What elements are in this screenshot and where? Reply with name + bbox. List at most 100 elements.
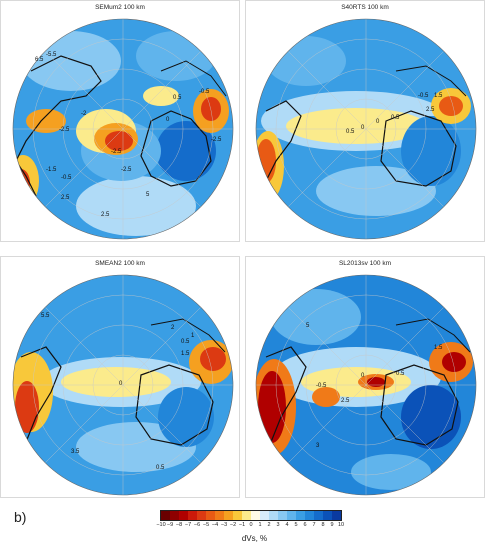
colorbar-cell [332,511,341,520]
anomaly-hot [439,96,463,116]
panel-title: SMEAN2 100 km [95,260,145,267]
anomaly-pale [143,86,179,106]
contour-label: -0.5 [418,93,429,99]
contour-label: 0 [361,125,365,131]
map-panel-semum2: SEMum2 100 km [0,0,240,242]
colorbar-tick-label: 3 [276,522,280,528]
coastline [150,318,226,353]
contour-label: -2 [81,111,87,117]
anomaly-light [136,31,216,81]
colorbar-tick-label: −3 [220,522,228,528]
coastline [140,110,212,187]
colorbar-cell [179,511,188,520]
contour-label: -0.5 [316,383,327,389]
colorbar-cell [206,511,215,520]
colorbar-tick-label: 5 [294,522,298,528]
contour-label: 2.5 [61,195,70,201]
colorbar-tick-label: −5 [202,522,210,528]
colorbar-cell [251,511,260,520]
colorbar-tick-label: −6 [193,522,201,528]
contour-label: 0.5 [156,465,165,471]
contour-label: -2.5 [59,127,70,133]
colorbar-cell [233,511,242,520]
map-boundary [255,274,477,496]
contour-label: 0.5 [346,129,355,135]
contour-label: -2.5 [211,137,222,143]
map-boundary [12,18,234,240]
panel-title: SL2013sv 100 km [338,260,392,267]
colorbar-cell [305,511,314,520]
anomaly-hot [258,371,286,443]
colorbar-cell [278,511,287,520]
contour-label: 2.5 [101,212,110,218]
anomaly-light [351,454,431,490]
colorbar-cell [215,511,224,520]
anomaly-light [266,36,346,86]
contour-label: 0 [376,119,380,125]
contour-label: 1.5 [434,345,443,351]
graticule [256,19,476,239]
contour-label: 0 [361,373,365,379]
colorbar-tick-label: 9 [330,522,334,528]
coastline [395,65,467,97]
coastline [380,364,459,446]
anomaly-hot [256,139,276,183]
coastline [380,110,457,187]
colorbar-cell [170,511,179,520]
anomaly-light [316,166,436,216]
anomaly-hot [105,131,133,151]
coastline [160,60,227,97]
colorbar-tick-label: −10 [156,522,166,528]
anomaly-hot [442,352,466,372]
anomaly-pale [286,108,426,144]
map-smean2: 0.5 1 1.5 2 0 5.5 3.5 0.5 [12,274,234,496]
anomaly-light [271,289,361,345]
colorbar-title: dVs, % [241,534,268,543]
contour-label: -2.5 [121,167,132,173]
contour-label: 2 [171,325,175,331]
map-sl2013sv: 0 2.5 0.5 -0.5 3 5 1.5 [255,274,477,496]
colorbar-tick-label: 2 [267,522,271,528]
colorbar-cell [296,511,305,520]
graticule [13,275,233,495]
anomaly-deep [158,387,214,447]
colorbar-tick-label: −8 [175,522,183,528]
colorbar-cell [197,511,206,520]
contour-label: 0 [166,117,170,123]
anomaly-hot [367,377,385,387]
contour-label: -1.5 [46,167,57,173]
contour-label: -2.5 [111,149,122,155]
anomaly-hot [15,381,39,433]
colorbar-tick-label: 4 [285,522,289,528]
colorbar-cell [269,511,278,520]
map-panel-s40rts: S40RTS 100 km -0.5 0 0 [245,0,485,242]
anomaly-hot [201,97,221,121]
anomaly-warm [312,387,340,407]
map-panel-smean2: SMEAN2 100 km 0.5 1 1.5 [0,256,240,498]
contour-label: 0.5 [181,339,190,345]
panel-title: SEMum2 100 km [95,4,145,11]
colorbar-cell [314,511,323,520]
colorbar-tick-label: 10 [337,522,345,528]
colorbar-tick-label: −9 [166,522,174,528]
map-boundary [12,274,234,496]
map-s40rts: -0.5 0 0.5 1.5 2.5 0.5 0 [255,18,477,240]
colorbar-tick-label: −4 [211,522,219,528]
colorbar-tick-label: 1 [258,522,262,528]
coastline [135,364,214,446]
colorbar-cell [224,511,233,520]
contour-label: 0 [119,381,123,387]
map-boundary [255,18,477,240]
graticule [13,19,233,239]
anomaly-deep [156,121,216,181]
colorbar-tick-label: −2 [229,522,237,528]
contour-label: 2.5 [341,398,350,404]
colorbar-tick-label: 6 [303,522,307,528]
panel-title: S40RTS 100 km [341,4,389,11]
colorbar-cell [161,511,170,520]
colorbar-scale [160,510,342,521]
contour-label: 5.5 [41,313,50,319]
contour-label: 2.5 [426,107,435,113]
anomaly-light [76,176,196,236]
anomaly-deep [401,385,461,449]
